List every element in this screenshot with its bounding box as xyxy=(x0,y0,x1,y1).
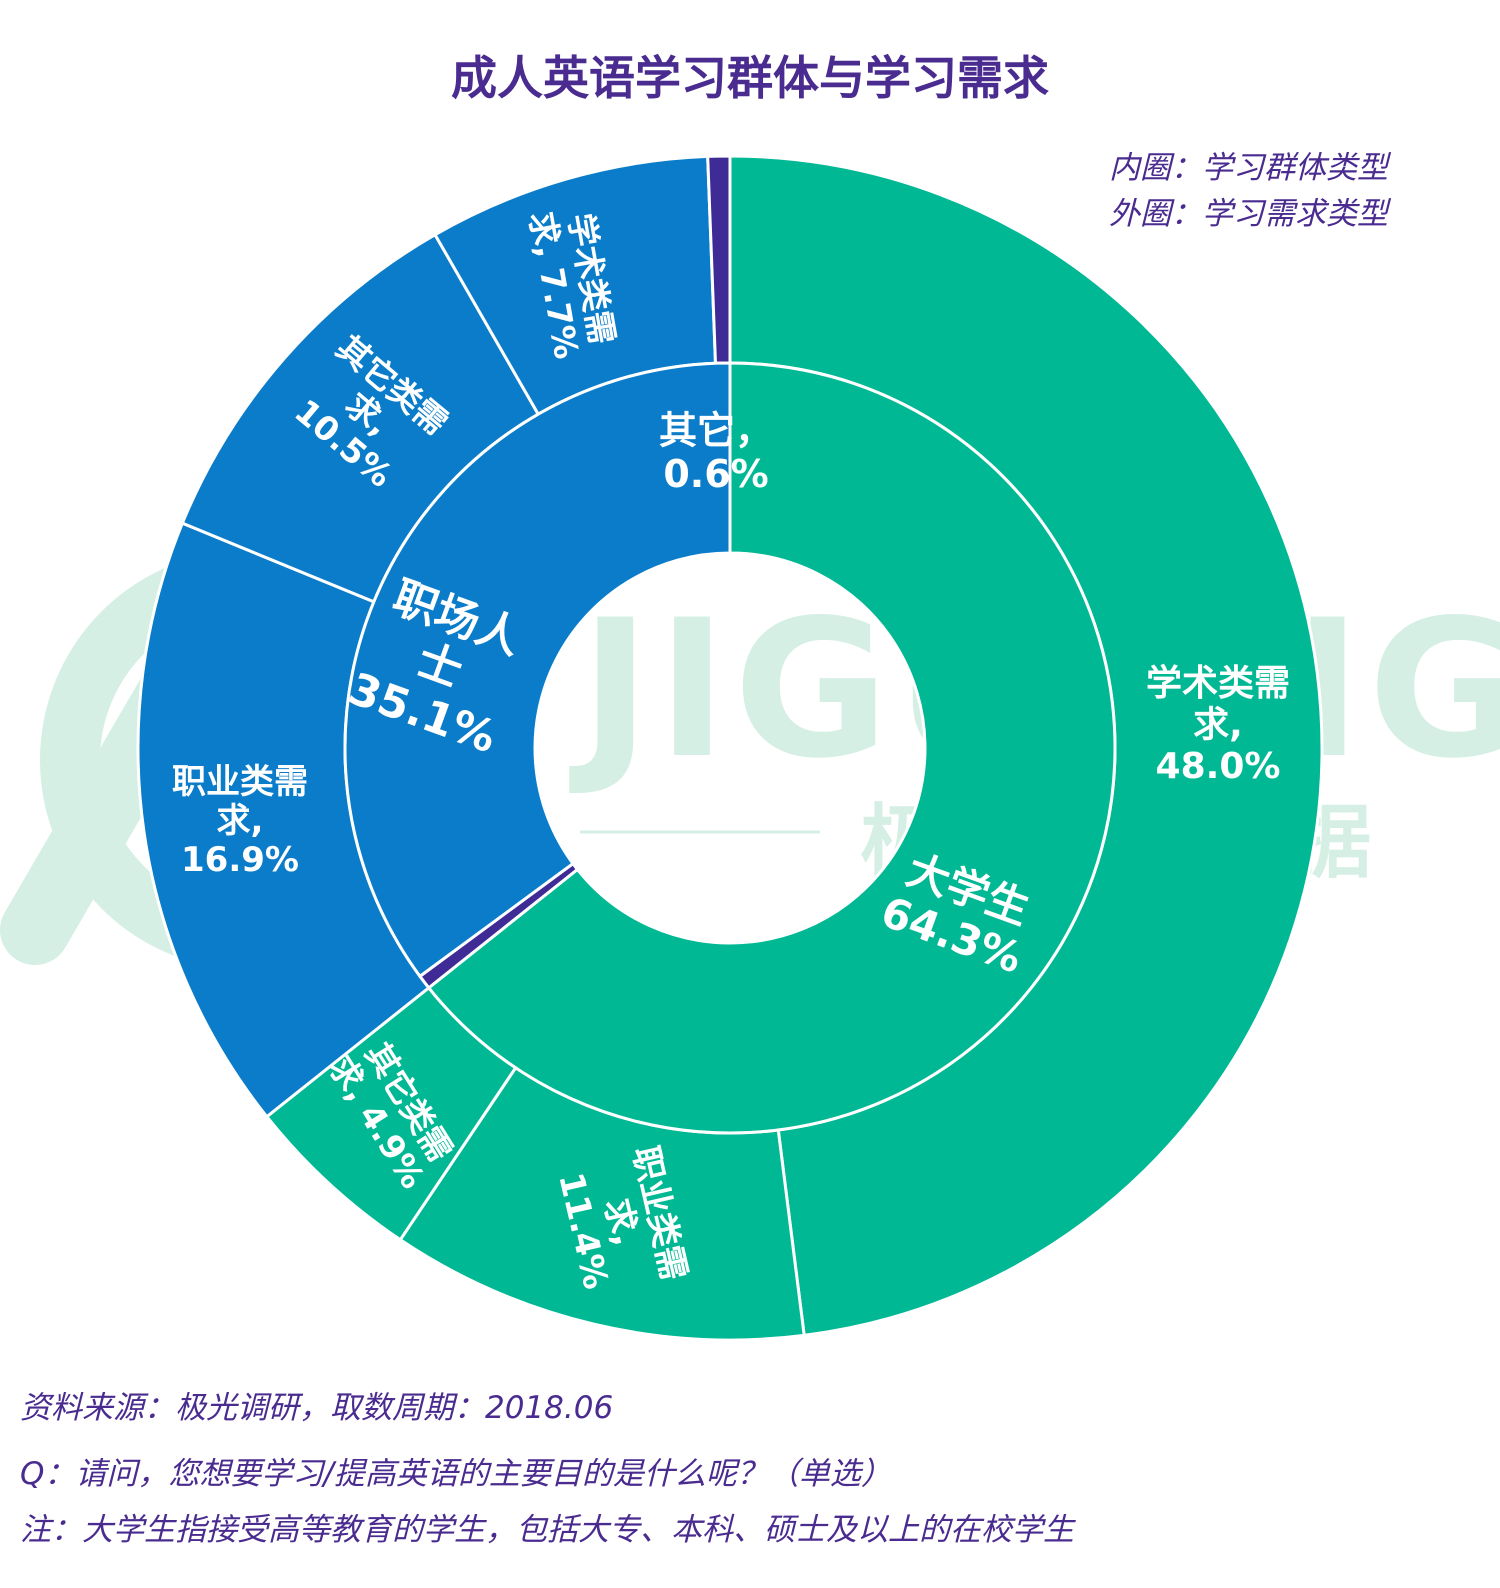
inner-label-other: 其它， 0.6% xyxy=(659,408,773,496)
survey-question: Q：请问，您想要学习/提高英语的主要目的是什么呢？（单选） xyxy=(20,1456,892,1492)
inner-ring xyxy=(343,361,1117,1135)
source-note: 资料来源：极光调研，取数周期：2018.06 xyxy=(20,1390,614,1426)
inner-slice-students xyxy=(426,361,1117,1135)
outer-label-students-academic: 学术类需求, 48.0% xyxy=(1146,662,1290,787)
inner-slice-professionals xyxy=(343,361,732,979)
outer-label-professionals-academic: 学术类需求, 7.7% xyxy=(522,202,624,362)
ring-legend-note: 内圈：学习群体类型 外圈：学习需求类型 xyxy=(1109,145,1388,237)
outer-ring xyxy=(136,154,1324,1342)
legend-inner-ring: 内圈：学习群体类型 xyxy=(1109,150,1388,186)
outer-label-professionals-career: 职业类需求, 16.9% xyxy=(172,762,308,880)
chart-title: 成人英语学习群体与学习需求 xyxy=(451,51,1049,105)
definition-note: 注：大学生指接受高等教育的学生，包括大专、本科、硕士及以上的在校学生 xyxy=(20,1512,1074,1548)
legend-outer-ring: 外圈：学习需求类型 xyxy=(1109,196,1388,232)
